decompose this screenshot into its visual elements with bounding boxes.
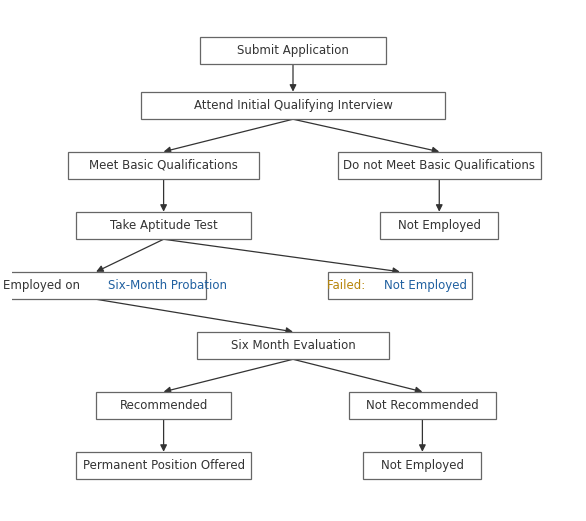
Bar [68,152,259,179]
Text: Submit Application: Submit Application [237,44,349,57]
Text: Take Aptitude Test: Take Aptitude Test [110,219,217,232]
Text: Permanent Position Offered: Permanent Position Offered [83,459,245,472]
Text: Failed:: Failed: [328,279,370,292]
Bar [349,392,496,419]
Text: Not Employed: Not Employed [398,219,481,232]
Bar [363,452,482,479]
Text: Six Month Evaluation: Six Month Evaluation [231,339,355,352]
Bar [328,272,472,299]
Bar [200,36,386,64]
Bar [141,92,445,119]
Bar [197,332,389,359]
Bar [96,392,231,419]
Text: Meet Basic Qualifications: Meet Basic Qualifications [89,159,238,172]
Text: Six-Month Probation: Six-Month Probation [107,279,227,292]
Bar [76,452,251,479]
Text: Do not Meet Basic Qualifications: Do not Meet Basic Qualifications [343,159,535,172]
Bar [338,152,540,179]
Text: Not Employed: Not Employed [384,279,468,292]
Bar [76,212,251,239]
Text: Not Employed: Not Employed [381,459,464,472]
Text: Not Recommended: Not Recommended [366,399,479,412]
Bar [380,212,498,239]
Text: Employed on: Employed on [3,279,84,292]
Text: Attend Initial Qualifying Interview: Attend Initial Qualifying Interview [193,99,393,112]
Bar [0,272,206,299]
Text: Recommended: Recommended [120,399,208,412]
